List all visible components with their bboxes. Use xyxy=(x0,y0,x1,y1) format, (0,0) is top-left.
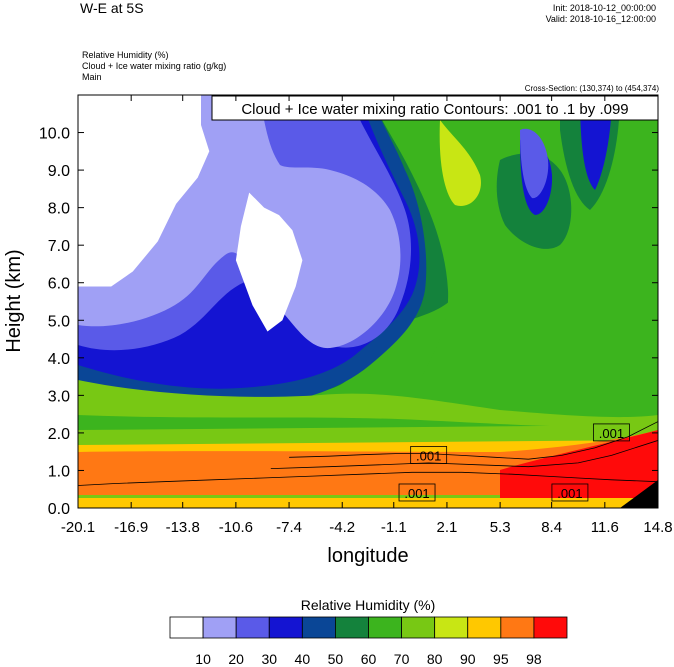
colorbar-swatch xyxy=(434,616,469,639)
field-label-main: Main xyxy=(82,72,102,82)
y-tick-label: 9.0 xyxy=(48,163,70,180)
contour-value-labels: .001 .001 .001 .001 xyxy=(398,423,630,502)
colorbar: 10 20 30 40 50 60 70 80 90 95 98 xyxy=(169,616,568,667)
rh-dry-region xyxy=(78,95,210,287)
cloud-contour-line xyxy=(270,440,658,469)
plot-title: W-E at 5S xyxy=(80,0,144,16)
x-tick-label: -20.1 xyxy=(61,519,95,536)
colorbar-swatch xyxy=(368,616,402,639)
valid-time: Valid: 2018-10-16_12:00:00 xyxy=(545,14,656,24)
contour-info-frame xyxy=(211,95,659,121)
y-tick-label: 5.0 xyxy=(48,313,70,330)
cloud-contour-line xyxy=(289,421,658,460)
rh-field xyxy=(78,95,658,508)
rh-band-surface xyxy=(78,498,658,508)
x-axis: -20.1 -16.9 -13.8 -10.6 -7.4 -4.2 -1.1 2.1 5.3 8.… xyxy=(61,95,673,536)
y-tick-label: 8.0 xyxy=(48,201,70,218)
colorbar-title: Relative Humidity (%) xyxy=(301,597,436,613)
x-tick-label: 2.1 xyxy=(437,519,458,536)
contour-info-text: Cloud + Ice water mixing ratio Contours:… xyxy=(241,101,628,118)
x-tick-label: 14.8 xyxy=(643,519,672,536)
y-axis-label: Height (km) xyxy=(3,249,25,352)
colorbar-level-label: 10 xyxy=(195,651,211,667)
rh-patch-90 xyxy=(439,120,481,206)
y-tick-label: 4.0 xyxy=(48,351,70,368)
rh-dry-region xyxy=(235,192,303,332)
rh-patch-30-east xyxy=(520,128,549,199)
colorbar-swatch xyxy=(533,616,568,639)
x-tick-label: -1.1 xyxy=(381,519,407,536)
plot-frame xyxy=(77,94,659,509)
contour-tag-box xyxy=(410,446,448,464)
y-tick-label: 0.0 xyxy=(48,501,70,518)
x-tick-label: -13.8 xyxy=(166,519,200,536)
y-tick-label: 7.0 xyxy=(48,238,70,255)
colorbar-level-label: 70 xyxy=(394,651,410,667)
terrain-mask xyxy=(620,480,658,508)
contour-tag-label: .001 xyxy=(557,486,582,501)
cloud-contours xyxy=(78,421,658,486)
dry-regions xyxy=(78,95,303,332)
colorbar-level-label: 95 xyxy=(493,651,509,667)
x-tick-label: 8.4 xyxy=(541,519,562,536)
x-tick-label: -16.9 xyxy=(114,519,148,536)
contour-tag-box xyxy=(398,483,436,502)
colorbar-level-label: 80 xyxy=(427,651,443,667)
colorbar-swatch xyxy=(301,616,336,639)
colorbar-swatch xyxy=(500,616,535,639)
colorbar-level-label: 20 xyxy=(228,651,244,667)
colorbar-level-label: 40 xyxy=(295,651,311,667)
x-axis-label: longitude xyxy=(327,545,408,567)
x-tick-label: -4.2 xyxy=(329,519,355,536)
cross-section-label: Cross-Section: (130,374) to (454,374) xyxy=(524,84,659,93)
contour-info-box: Cloud + Ice water mixing ratio Contours:… xyxy=(211,95,659,121)
colorbar-swatch xyxy=(467,616,502,639)
y-axis: 0.0 1.0 2.0 3.0 4.0 5.0 6.0 7.0 8.0 9.0 10.0 xyxy=(39,126,658,518)
colorbar-level-label: 90 xyxy=(460,651,476,667)
cloud-contour-line xyxy=(78,471,658,486)
field-label-cloud: Cloud + Ice water mixing ratio (g/kg) xyxy=(82,61,227,71)
colorbar-swatch xyxy=(169,616,204,639)
contour-tag-label: .001 xyxy=(404,486,429,501)
y-tick-label: 3.0 xyxy=(48,388,70,405)
colorbar-swatch xyxy=(335,616,369,639)
init-time: Init: 2018-10-12_00:00:00 xyxy=(552,3,656,13)
y-tick-label: 2.0 xyxy=(48,426,70,443)
y-tick-label: 1.0 xyxy=(48,463,70,480)
x-tick-label: 11.6 xyxy=(591,519,619,536)
field-label-rh: Relative Humidity (%) xyxy=(82,50,169,60)
colorbar-level-label: 30 xyxy=(261,651,277,667)
x-tick-label: 5.3 xyxy=(490,519,511,536)
colorbar-swatch xyxy=(268,616,303,639)
rh-band-saturated xyxy=(500,430,658,500)
colorbar-level-label: 50 xyxy=(328,651,344,667)
contour-tag-label: .001 xyxy=(416,448,441,463)
x-tick-label: -7.4 xyxy=(276,519,302,536)
contour-tag-label: .001 xyxy=(599,426,624,441)
colorbar-swatch xyxy=(401,616,436,639)
y-tick-label: 6.0 xyxy=(48,276,70,293)
colorbar-level-label: 98 xyxy=(526,651,542,667)
colorbar-swatch xyxy=(202,616,237,639)
contour-tag-box xyxy=(551,483,589,502)
colorbar-swatch xyxy=(235,616,270,639)
y-tick-label: 10.0 xyxy=(39,126,70,143)
contour-tag-box xyxy=(593,423,630,442)
colorbar-level-label: 60 xyxy=(361,651,377,667)
x-tick-label: -10.6 xyxy=(219,519,253,536)
